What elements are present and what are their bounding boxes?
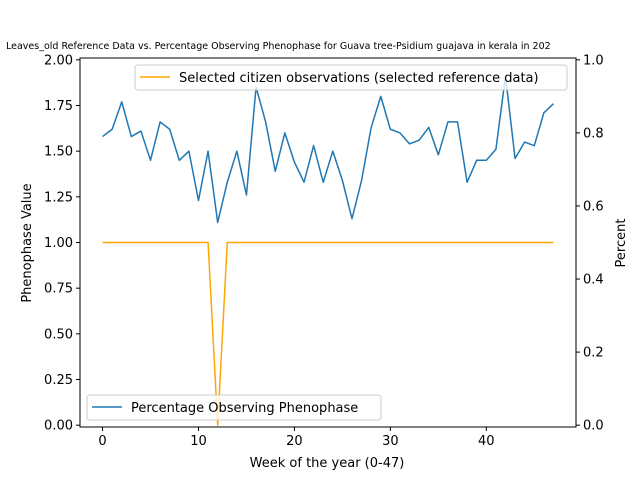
y-tick-label-right: 0.2 (583, 346, 604, 361)
legend-lower: Percentage Observing Phenophase (86, 394, 382, 421)
y-tick-label-left: 0.25 (44, 373, 73, 388)
y-axis-label-left: Phenophase Value (20, 183, 35, 302)
y-tick-label-right: 0.4 (583, 273, 604, 288)
series-line-percentage (102, 75, 554, 224)
y-tick-label-right: 0.6 (583, 199, 604, 214)
series-line-reference (102, 241, 554, 426)
y-tick-label-left: 1.00 (44, 236, 73, 251)
y-tick-label-left: 0.50 (44, 327, 73, 342)
y-tick-label-left: 1.25 (44, 190, 73, 205)
y-tick-label-left: 1.50 (44, 145, 73, 160)
legend-upper: Selected citizen observations (selected … (134, 64, 568, 91)
x-tick-label: 30 (382, 434, 399, 449)
x-tick-label: 40 (478, 434, 495, 449)
legend-upper-box (134, 64, 568, 91)
y-axis-label-right: Percent (614, 219, 629, 268)
legend-lower-box (86, 394, 382, 421)
y-tick-label-right: 0.8 (583, 126, 604, 141)
x-axis-label: Week of the year (0-47) (250, 456, 405, 471)
x-tick-label: 10 (190, 434, 207, 449)
y-tick-label-right: 0.0 (583, 419, 604, 434)
y-tick-label-left: 2.00 (44, 53, 73, 68)
y-tick-label-left: 0.75 (44, 282, 73, 297)
y-tick-label-left: 1.75 (44, 99, 73, 114)
legend-upper-label: Selected citizen observations (selected … (179, 71, 539, 86)
legend-lower-label: Percentage Observing Phenophase (131, 401, 358, 416)
series-line-percentage-path (102, 75, 554, 224)
y-tick-label-left: 0.00 (44, 419, 73, 434)
x-tick-label: 0 (98, 434, 106, 449)
y-tick-label-right: 1.0 (583, 53, 604, 68)
ticks: 0 10 20 30 40 0.00 0.25 0.50 0.75 1.00 1.25 1.50 1.7… (44, 53, 604, 449)
x-tick-label: 20 (286, 434, 303, 449)
series-line-reference-path (102, 241, 554, 426)
chart-title: Leaves_old Reference Data vs. Percentage… (6, 41, 551, 52)
